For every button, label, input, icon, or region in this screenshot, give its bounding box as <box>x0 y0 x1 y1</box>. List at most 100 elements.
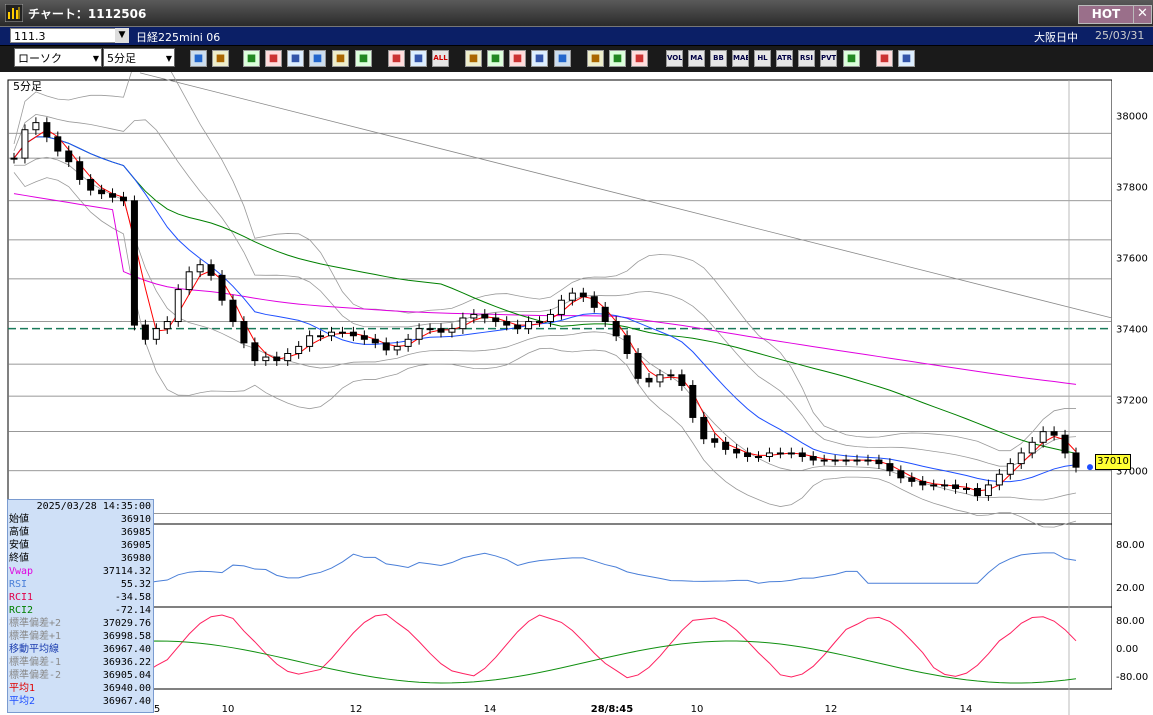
toolbar-window-button[interactable]: ■ <box>898 50 915 67</box>
chart-type-select[interactable]: ローソク ▼ <box>14 48 102 67</box>
toolbar-hl-button[interactable]: HL <box>754 50 771 67</box>
candle-body <box>1039 431 1047 443</box>
candle-body <box>930 484 938 487</box>
candle-body <box>306 335 314 347</box>
toolbar-atr-button[interactable]: ATR <box>776 50 793 67</box>
rsi-line <box>13 547 1077 584</box>
toolbar-box-button[interactable]: ■ <box>388 50 405 67</box>
rci2-line <box>13 640 1077 684</box>
panel-row: 標準偏差-1 36936.22 <box>8 657 153 669</box>
toolbar-pen-button[interactable]: ■ <box>265 50 282 67</box>
panel-row-value: -34.58 <box>114 592 151 603</box>
hot-button[interactable]: HOT <box>1078 5 1134 24</box>
panel-row-label: 高値 <box>9 527 29 538</box>
candle-body <box>503 321 511 326</box>
candle-body <box>700 416 708 440</box>
chart-area[interactable]: 38000 37800 37600 37400 37200 37000 5 10 12 14 28/… <box>0 72 1153 715</box>
chart-canvas[interactable]: 38000 37800 37600 37400 37200 37000 5 10 12 14 28/… <box>0 72 1153 715</box>
toolbar-zoom-button[interactable]: ■ <box>190 50 207 67</box>
toolbar-box2-button[interactable]: ■ <box>410 50 427 67</box>
interval-select[interactable]: 5分足 ▼ <box>103 48 175 67</box>
candle-body <box>656 374 664 383</box>
toolbar-tool-button[interactable]: ■ <box>609 50 626 67</box>
y-tick-label: 37400 <box>1116 325 1148 336</box>
toolbar-search-button[interactable]: ■ <box>487 50 504 67</box>
rci1-line <box>13 613 1077 679</box>
symbol-code-input[interactable]: 111.3 <box>10 28 126 43</box>
candle-body <box>492 317 500 323</box>
toolbar-color-button[interactable]: ■ <box>631 50 648 67</box>
panel-row-value: 36998.58 <box>102 631 151 642</box>
panel-row: 平均1 36940.00 <box>8 683 153 695</box>
panel-row: 標準偏差+2 37029.76 <box>8 618 153 630</box>
toolbar-bb-button[interactable]: BB <box>710 50 727 67</box>
toolbar-grid-button[interactable]: ■ <box>212 50 229 67</box>
panel-row-label: 終値 <box>9 553 29 564</box>
panel-datetime: 2025/03/28 14:35:00 <box>36 501 151 512</box>
candle-body <box>273 356 281 362</box>
candle-body <box>152 328 160 340</box>
panel-row: RCI1 -34.58 <box>8 592 153 604</box>
toolbar-mae-button[interactable]: MAE <box>732 50 749 67</box>
chart-type-value: ローソク <box>18 52 62 65</box>
candle-body <box>371 338 379 344</box>
toolbar-pvt-button[interactable]: PVT <box>820 50 837 67</box>
candle-body <box>98 189 106 195</box>
candle-body <box>941 484 949 487</box>
panel-row-label: Vwap <box>9 566 34 577</box>
panel-row: RSI 55.32 <box>8 579 153 591</box>
x-tick-label: 10 <box>222 704 235 715</box>
candle-body <box>109 193 117 198</box>
candle-body <box>382 342 390 351</box>
candle-body <box>262 356 270 362</box>
toolbar-split-button[interactable]: ■ <box>509 50 526 67</box>
toolbar-all-button[interactable]: ALL <box>432 50 449 67</box>
toolbar-vol-button[interactable]: VOL <box>666 50 683 67</box>
candle-body <box>590 296 598 308</box>
close-button[interactable]: ✕ <box>1133 5 1152 24</box>
symbol-dropdown-button[interactable]: ▼ <box>115 28 129 43</box>
panel-row-value: 37114.32 <box>102 566 151 577</box>
toolbar-trend-button[interactable]: ■ <box>243 50 260 67</box>
candle-body <box>174 289 182 323</box>
panel-row-value: 36936.22 <box>102 657 151 668</box>
candle-body <box>776 452 784 455</box>
candle-body <box>1017 452 1025 465</box>
toolbar-log-button[interactable]: ■ <box>876 50 893 67</box>
candle-body <box>295 345 303 355</box>
chart-app-icon <box>5 4 23 22</box>
toolbar-cursor-button[interactable]: ■ <box>287 50 304 67</box>
candle-body <box>744 452 752 458</box>
candle-body <box>601 306 609 323</box>
toolbar-note-button[interactable]: ■ <box>554 50 571 67</box>
toolbar-ma-button[interactable]: MA <box>688 50 705 67</box>
toolbar-rsi-button[interactable]: RSI <box>798 50 815 67</box>
y-tick-label: 37000 <box>1116 467 1148 478</box>
candle-body <box>415 328 423 340</box>
toolbar-aim-button[interactable]: ■ <box>465 50 482 67</box>
band-lower-2 <box>13 172 1077 528</box>
candle-body <box>459 317 467 330</box>
toolbar-settings-button[interactable]: ■ <box>587 50 604 67</box>
candle-body <box>984 484 992 497</box>
title-bar: チャート：1112506 HOT ✕ <box>0 0 1153 27</box>
candle-body <box>754 456 762 459</box>
candle-body <box>952 484 960 489</box>
toolbar-redo-button[interactable]: ■ <box>309 50 326 67</box>
toolbar-frame-button[interactable]: ■ <box>843 50 860 67</box>
panel-row-label: 標準偏差-2 <box>9 670 62 681</box>
candle-body <box>349 331 357 337</box>
panel-row-value: 55.32 <box>120 579 151 590</box>
candle-body <box>864 459 872 462</box>
candle-body <box>842 459 850 462</box>
panel-row-label: 平均2 <box>9 696 36 707</box>
candle-body <box>557 299 565 315</box>
candle-body <box>853 459 861 462</box>
toolbar-delete-button[interactable]: ■ <box>355 50 372 67</box>
candle-body <box>404 338 412 347</box>
candle-body <box>711 438 719 443</box>
toolbar-copy-button[interactable]: ■ <box>332 50 349 67</box>
chart-interval-label: 5分足 <box>13 80 42 93</box>
y-tick-label: 37800 <box>1116 183 1148 194</box>
toolbar-add-button[interactable]: ■ <box>531 50 548 67</box>
